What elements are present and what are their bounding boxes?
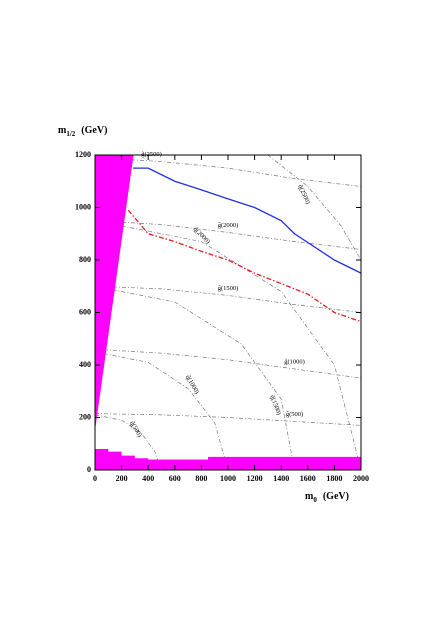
x-tick-label: 1000 <box>220 474 236 483</box>
line <box>133 167 362 274</box>
x-tick-label: 200 <box>116 474 128 483</box>
contour-label: q̃(2500) <box>296 184 311 206</box>
x-tick-label: 400 <box>142 474 154 483</box>
contour-line <box>94 220 362 471</box>
contour-line <box>94 414 162 471</box>
y-tick-label: 600 <box>79 307 91 316</box>
x-tick-label: 1400 <box>273 474 289 483</box>
x-tick-label: 1200 <box>247 474 263 483</box>
excluded-region <box>95 449 361 470</box>
contour-line <box>94 285 362 313</box>
y-tick-label: 0 <box>87 465 91 474</box>
x-tick-label: 2000 <box>353 474 369 483</box>
contour-line <box>94 351 229 471</box>
y-tick-label: 800 <box>79 255 91 264</box>
contour-line <box>267 154 362 261</box>
contour-label: g̃(1000) <box>284 358 305 365</box>
y-tick-label: 200 <box>79 412 91 421</box>
excluded-region <box>95 155 134 431</box>
contour-label: q̃(1000) <box>184 374 200 395</box>
x-tick-label: 800 <box>195 474 207 483</box>
contour-label: g̃(2500) <box>141 151 162 158</box>
contour-label: g̃(500) <box>286 411 303 418</box>
y-tick-label: 400 <box>79 360 91 369</box>
contour-label: g̃(2000) <box>218 222 239 229</box>
y-tick-label: 1200 <box>75 150 91 159</box>
line <box>127 209 362 323</box>
x-axis-label: m0 (GeV) <box>305 491 349 503</box>
x-tick-label: 600 <box>169 474 181 483</box>
x-tick-label: 1600 <box>300 474 316 483</box>
y-tick-label: 1000 <box>75 202 91 211</box>
x-tick-label: 1800 <box>326 474 342 483</box>
contour-label: g̃(1500) <box>218 285 239 292</box>
x-tick-label: 0 <box>93 474 97 483</box>
contour-line <box>94 157 362 187</box>
contour-line <box>94 348 362 379</box>
y-axis-label: m1/2 (GeV) <box>58 125 107 137</box>
contour-line <box>94 285 295 471</box>
contour-label: q̃(500) <box>128 420 143 439</box>
